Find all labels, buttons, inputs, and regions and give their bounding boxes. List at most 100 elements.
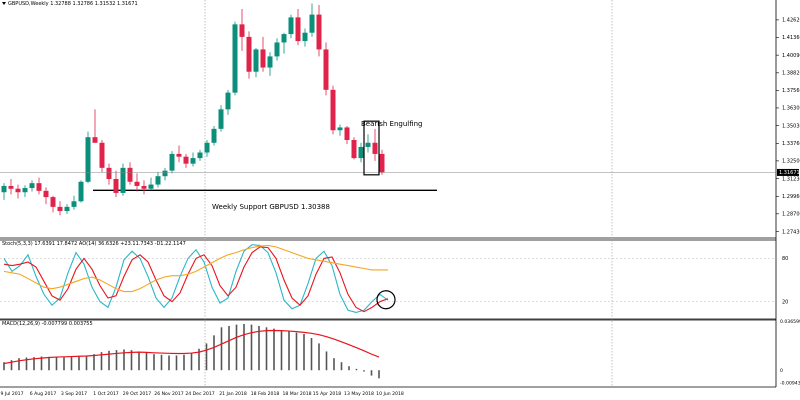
candle-body [57,206,63,212]
candle-body [239,24,245,37]
price-panel [0,3,776,216]
stoch-signal-line [3,246,389,313]
price-tick-label: 1.32500 [782,159,800,165]
current-price-box [777,168,799,176]
candle-body [351,139,357,159]
price-tick-label: 1.38820 [782,71,800,77]
x-axis-label: 3 Sep 2017 [61,391,87,397]
stoch-tick-label: 80 [782,256,788,262]
macd-tick-label: 0.036599 [780,319,800,325]
candle-body [29,183,35,189]
x-axis-label: 29 Oct 2017 [123,391,151,397]
x-axis-label: 21 Jan 2018 [219,391,247,397]
candle-body [211,128,217,143]
candle-body [162,170,168,177]
price-tick-label: 1.42620 [782,18,800,24]
candle-body [99,142,105,168]
candle-body [372,142,378,154]
candle-body [218,109,224,129]
price-tick-label: 1.36300 [782,106,800,112]
candle-body [295,17,301,42]
candle-body [330,89,336,131]
weekly-support-label: Weekly Support GBPUSD 1.30388 [212,203,330,211]
candle-body [190,158,196,164]
price-tick-label: 1.27430 [782,229,800,235]
candle-body [232,24,238,93]
candle-body [337,127,343,131]
dropdown-triangle-icon[interactable] [2,2,6,5]
candle-body [50,197,56,207]
candle-body [274,42,280,57]
candle-body [155,176,161,185]
candle-body [267,56,273,68]
x-axis-label: 18 Feb 2018 [251,391,280,397]
bearish-engulfing-box [363,120,380,176]
candle-body [92,137,98,143]
x-axis-label: 10 Jun 2018 [376,391,404,397]
x-axis-label: 24 Dec 2017 [185,391,214,397]
ao-line [3,244,388,293]
price-tick-label: 1.37560 [782,88,800,94]
price-tick-label: 1.33760 [782,141,800,147]
stoch-header-text: Stoch(5,3,3) 17.6391 17.8472 AO(14) 36.6… [2,241,186,247]
candle-body [316,14,322,50]
candle-body [1,185,7,193]
axis-layer: 1.42620 1.41360 1.40090 1.38820 1.37560 1.363… [0,18,800,397]
candle-body [288,17,294,35]
price-tick-label: 1.35030 [782,123,800,129]
candle-body [253,49,259,72]
price-tick-label: 1.31230 [782,176,800,182]
x-axis-label: 15 Apr 2018 [313,391,341,397]
bearish-engulfing-label: Bearish Engulfing [361,120,423,128]
candle-body [344,127,350,140]
candle-body [106,167,112,179]
macd-panel [3,323,380,379]
candle-body [281,34,287,43]
price-tick-label: 1.29960 [782,194,800,200]
price-panel-header: GBPUSD,Weekly 1.32788 1.32786 1.31532 1.… [2,1,138,7]
price-tick-label: 1.41360 [782,35,800,41]
x-axis-label: 9 Jul 2017 [0,391,23,397]
stoch-panel [0,244,776,313]
candle-body [113,178,119,193]
candle-body [43,190,49,198]
candle-body [120,167,126,193]
candle-body [204,142,210,153]
candle-body [260,49,266,68]
price-tick-label: 1.28700 [782,212,800,218]
stoch-highlight-circle [376,290,396,310]
candle-body [358,146,364,159]
macd-signal-line [3,329,380,365]
candle-body [85,137,91,182]
x-axis-label: 1 Oct 2017 [93,391,119,397]
candle-body [183,156,189,164]
macd-tick-label: -0.009431 [780,381,800,387]
candle-body [127,167,133,182]
candle-body [323,49,329,90]
candle-body [64,206,70,212]
candle-body [197,152,203,159]
candle-body [141,185,147,189]
candle-body [246,36,252,72]
macd-panel-header: MACD(12,26,9) -0.007799 0.003755 [2,321,93,327]
candle-body [36,183,42,191]
candle-body [176,153,182,157]
price-header-text: GBPUSD,Weekly 1.32788 1.32786 1.31532 1.… [8,1,138,7]
candle-body [365,142,371,147]
stoch-tick-label: 20 [782,299,788,305]
annotation-layer: Bearish Engulfing Weekly Support GBPUSD … [212,120,423,211]
stoch-main-line [3,244,389,313]
candle-body [134,181,140,186]
candle-body [71,201,77,207]
candle-body [15,188,21,193]
macd-header-text: MACD(12,26,9) -0.007799 0.003755 [2,321,93,327]
candle-body [169,153,175,171]
candle-body [302,32,308,42]
candle-body [309,14,315,33]
grid-layer [0,0,777,388]
x-axis-label: 6 Aug 2017 [30,391,57,397]
x-axis-label: 18 Mar 2018 [282,391,311,397]
candle-body [225,92,231,110]
x-axis-label: 26 Nov 2017 [154,391,183,397]
